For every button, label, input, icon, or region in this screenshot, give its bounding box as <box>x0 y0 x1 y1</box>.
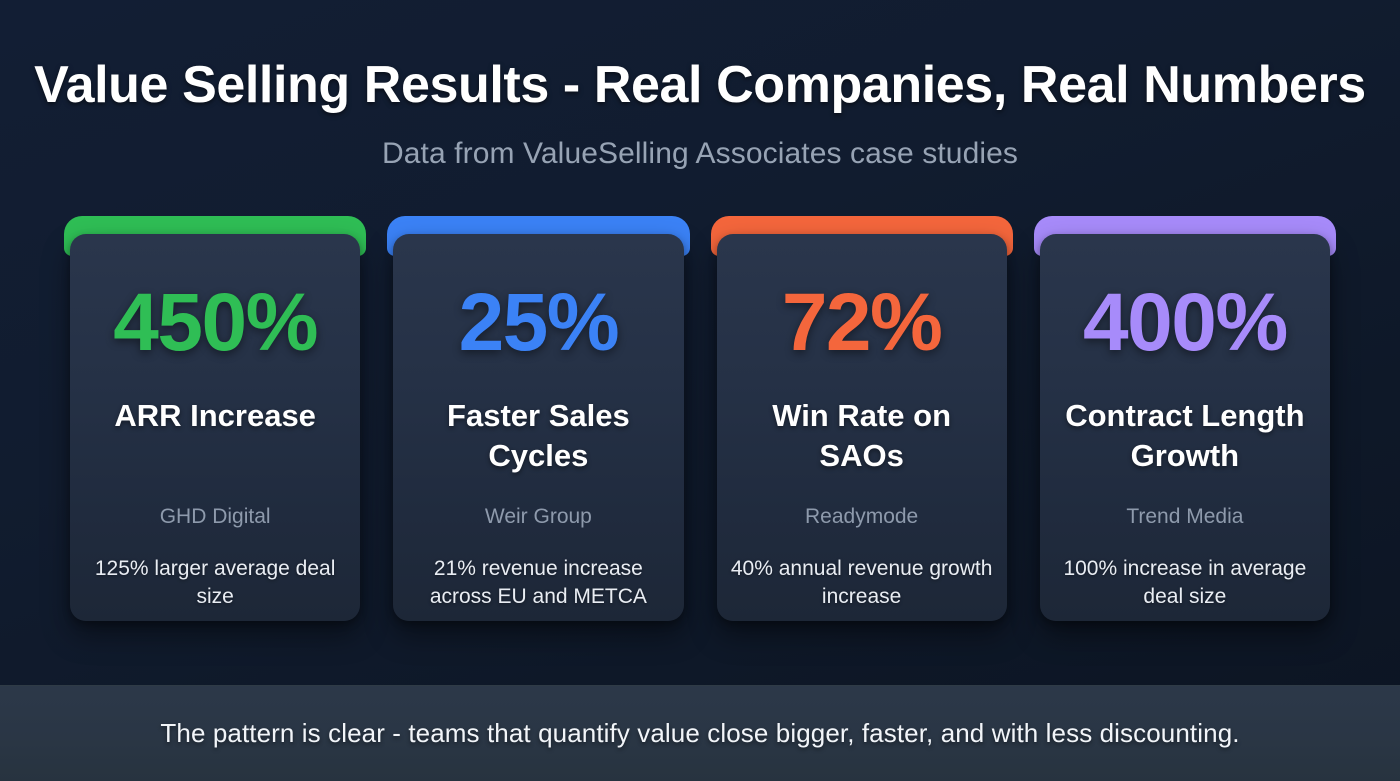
footer-text: The pattern is clear - teams that quanti… <box>160 718 1240 748</box>
stat-card: 72% Win Rate on SAOs Readymode 40% annua… <box>710 215 1013 621</box>
stat-title-box: Win Rate on SAOs <box>731 396 993 508</box>
stat-card-grid: 450% ARR Increase GHD Digital 125% large… <box>0 215 1400 621</box>
stat-title: Faster Sales Cycles <box>447 397 630 474</box>
stat-title: Win Rate on SAOs <box>772 397 952 474</box>
stat-company: Readymode <box>805 504 919 528</box>
stat-number: 450% <box>113 276 318 368</box>
stat-description: 100% increase in average deal size <box>1063 556 1307 609</box>
stat-card-body: 72% Win Rate on SAOs Readymode 40% annua… <box>716 233 1007 621</box>
stat-title-box: Faster Sales Cycles <box>407 396 669 508</box>
stat-number: 25% <box>458 276 620 368</box>
stat-title-box: ARR Increase <box>84 396 346 508</box>
stat-company: GHD Digital <box>159 504 271 528</box>
stat-company: Trend Media <box>1126 504 1244 528</box>
header: Value Selling Results - Real Companies, … <box>0 0 1400 171</box>
page-subtitle: Data from ValueSelling Associates case s… <box>381 136 1019 170</box>
stat-company: Weir Group <box>484 504 592 528</box>
stat-number: 400% <box>1083 276 1288 368</box>
stat-description: 125% larger average deal size <box>94 556 336 609</box>
footer-banner: The pattern is clear - teams that quanti… <box>0 685 1400 781</box>
page-title: Value Selling Results - Real Companies, … <box>34 56 1366 114</box>
stat-description: 21% revenue increase across EU and METCA <box>429 556 647 609</box>
stat-card: 25% Faster Sales Cycles Weir Group 21% r… <box>387 215 690 621</box>
stat-title: Contract Length Growth <box>1065 397 1305 474</box>
stat-card: 400% Contract Length Growth Trend Media … <box>1033 215 1336 621</box>
stat-number: 72% <box>781 276 943 368</box>
stat-title-box: Contract Length Growth <box>1054 396 1316 508</box>
stat-card-body: 450% ARR Increase GHD Digital 125% large… <box>70 233 361 621</box>
stat-card-body: 400% Contract Length Growth Trend Media … <box>1039 233 1330 621</box>
stat-card: 450% ARR Increase GHD Digital 125% large… <box>64 215 367 621</box>
stat-description: 40% annual revenue growth increase <box>730 556 993 609</box>
stat-title: ARR Increase <box>114 397 316 433</box>
stat-card-body: 25% Faster Sales Cycles Weir Group 21% r… <box>393 233 684 621</box>
